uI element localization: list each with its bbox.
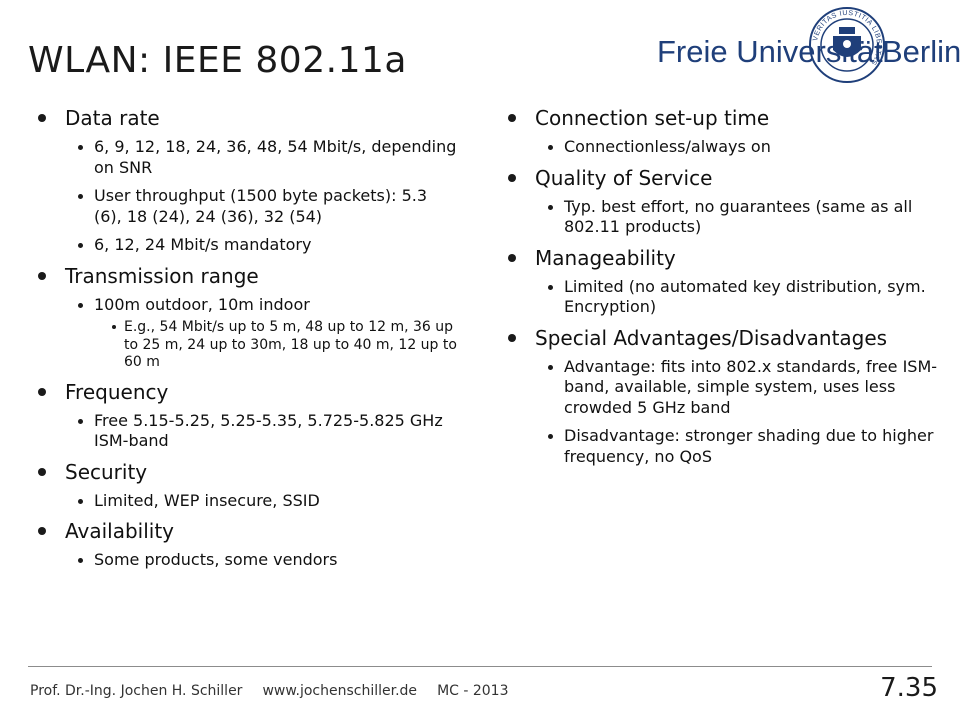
- bullet-heading: Connection set-up time: [535, 106, 770, 130]
- bullet-item: Security Limited, WEP insecure, SSID: [38, 460, 458, 512]
- sub-bullet-text: Some products, some vendors: [94, 550, 338, 569]
- sub-bullet-text: Connectionless/always on: [564, 137, 771, 156]
- footer-url[interactable]: www.jochenschiller.de: [262, 683, 418, 699]
- sub-bullet-item: Some products, some vendors: [78, 550, 458, 571]
- right-column: Connection set-up time Connectionless/alw…: [508, 106, 948, 475]
- slide-title: WLAN: IEEE 802.11a: [28, 40, 407, 81]
- bullet-item: Special Advantages/Disadvantages Advantag…: [508, 326, 948, 468]
- sub-bullet-text: Advantage: fits into 802.x standards, fr…: [564, 356, 938, 417]
- sub-bullet-item: 100m outdoor, 10m indoor E.g., 54 Mbit/s …: [78, 295, 458, 372]
- sub-bullet-text: 6, 9, 12, 18, 24, 36, 48, 54 Mbit/s, dep…: [94, 137, 457, 177]
- sub-bullet-item: Limited (no automated key distribution, …: [548, 277, 948, 318]
- sub-bullet-text: Typ. best effort, no guarantees (same as…: [564, 196, 913, 237]
- bullet-heading: Transmission range: [65, 263, 259, 288]
- sub-bullet-item: Limited, WEP insecure, SSID: [78, 491, 458, 512]
- sub-bullet-text: 100m outdoor, 10m indoor: [94, 294, 310, 314]
- sub-bullet-item: User throughput (1500 byte packets): 5.3…: [78, 186, 458, 227]
- bullet-item: Connection set-up time Connectionless/alw…: [508, 106, 948, 158]
- bullet-heading: Data rate: [65, 106, 160, 130]
- seal-icon: VERITAS IUSTITIA LIBERTAS: [809, 7, 885, 83]
- right-bullet-list: Connection set-up time Connectionless/alw…: [508, 106, 948, 467]
- bullet-item: Quality of Service Typ. best effort, no g…: [508, 166, 948, 238]
- bullet-item: Data rate 6, 9, 12, 18, 24, 36, 48, 54 Mb…: [38, 106, 458, 256]
- sub-bullet-text: Limited, WEP insecure, SSID: [94, 490, 320, 510]
- sub-bullet-text: Disadvantage: stronger shading due to hi…: [564, 426, 934, 466]
- left-column: Data rate 6, 9, 12, 18, 24, 36, 48, 54 Mb…: [38, 106, 458, 579]
- footer-divider: [28, 666, 932, 667]
- university-logo: Freie Universität VERITAS IUSTITIA LIBER…: [655, 6, 960, 86]
- sub-bullet-text: Limited (no automated key distribution, …: [564, 276, 926, 317]
- bullet-item: Frequency Free 5.15-5.25, 5.25-5.35, 5.72…: [38, 380, 458, 452]
- sub-bullet-text: User throughput (1500 byte packets): 5.3…: [94, 186, 428, 226]
- bullet-item: Transmission range 100m outdoor, 10m indo…: [38, 264, 458, 372]
- bullet-heading: Frequency: [65, 379, 169, 404]
- bullet-item: Availability Some products, some vendors: [38, 519, 458, 571]
- sub-bullet-item: 6, 12, 24 Mbit/s mandatory: [78, 235, 458, 256]
- footer-author: Prof. Dr.-Ing. Jochen H. Schiller: [30, 683, 243, 699]
- bullet-heading: Quality of Service: [535, 165, 713, 190]
- sub-sub-bullet-item: E.g., 54 Mbit/s up to 5 m, 48 up to 12 m…: [112, 319, 458, 372]
- footer-course: MC - 2013: [437, 683, 509, 699]
- page-number: 7.35: [880, 673, 938, 703]
- sub-bullet-text: Free 5.15-5.25, 5.25-5.35, 5.725-5.825 G…: [94, 410, 443, 451]
- sub-bullet-text: 6, 12, 24 Mbit/s mandatory: [94, 235, 312, 254]
- sub-bullet-item: Advantage: fits into 802.x standards, fr…: [548, 357, 948, 419]
- bullet-item: Manageability Limited (no automated key d…: [508, 246, 948, 318]
- sub-sub-bullet-text: E.g., 54 Mbit/s up to 5 m, 48 up to 12 m…: [124, 319, 457, 370]
- sub-bullet-item: 6, 9, 12, 18, 24, 36, 48, 54 Mbit/s, dep…: [78, 137, 458, 178]
- bullet-heading: Manageability: [535, 245, 676, 270]
- sub-bullet-item: Connectionless/always on: [548, 137, 948, 158]
- bullet-heading: Special Advantages/Disadvantages: [535, 325, 888, 350]
- bullet-heading: Availability: [65, 519, 175, 543]
- sub-bullet-item: Free 5.15-5.25, 5.25-5.35, 5.725-5.825 G…: [78, 411, 458, 452]
- sub-bullet-item: Typ. best effort, no guarantees (same as…: [548, 197, 948, 238]
- sub-bullet-item: Disadvantage: stronger shading due to hi…: [548, 426, 948, 467]
- logo-text-right: Berlin: [882, 34, 960, 69]
- left-bullet-list: Data rate 6, 9, 12, 18, 24, 36, 48, 54 Mb…: [38, 106, 458, 571]
- bullet-heading: Security: [65, 459, 148, 484]
- footer: Prof. Dr.-Ing. Jochen H. Schiller www.joc…: [30, 683, 529, 699]
